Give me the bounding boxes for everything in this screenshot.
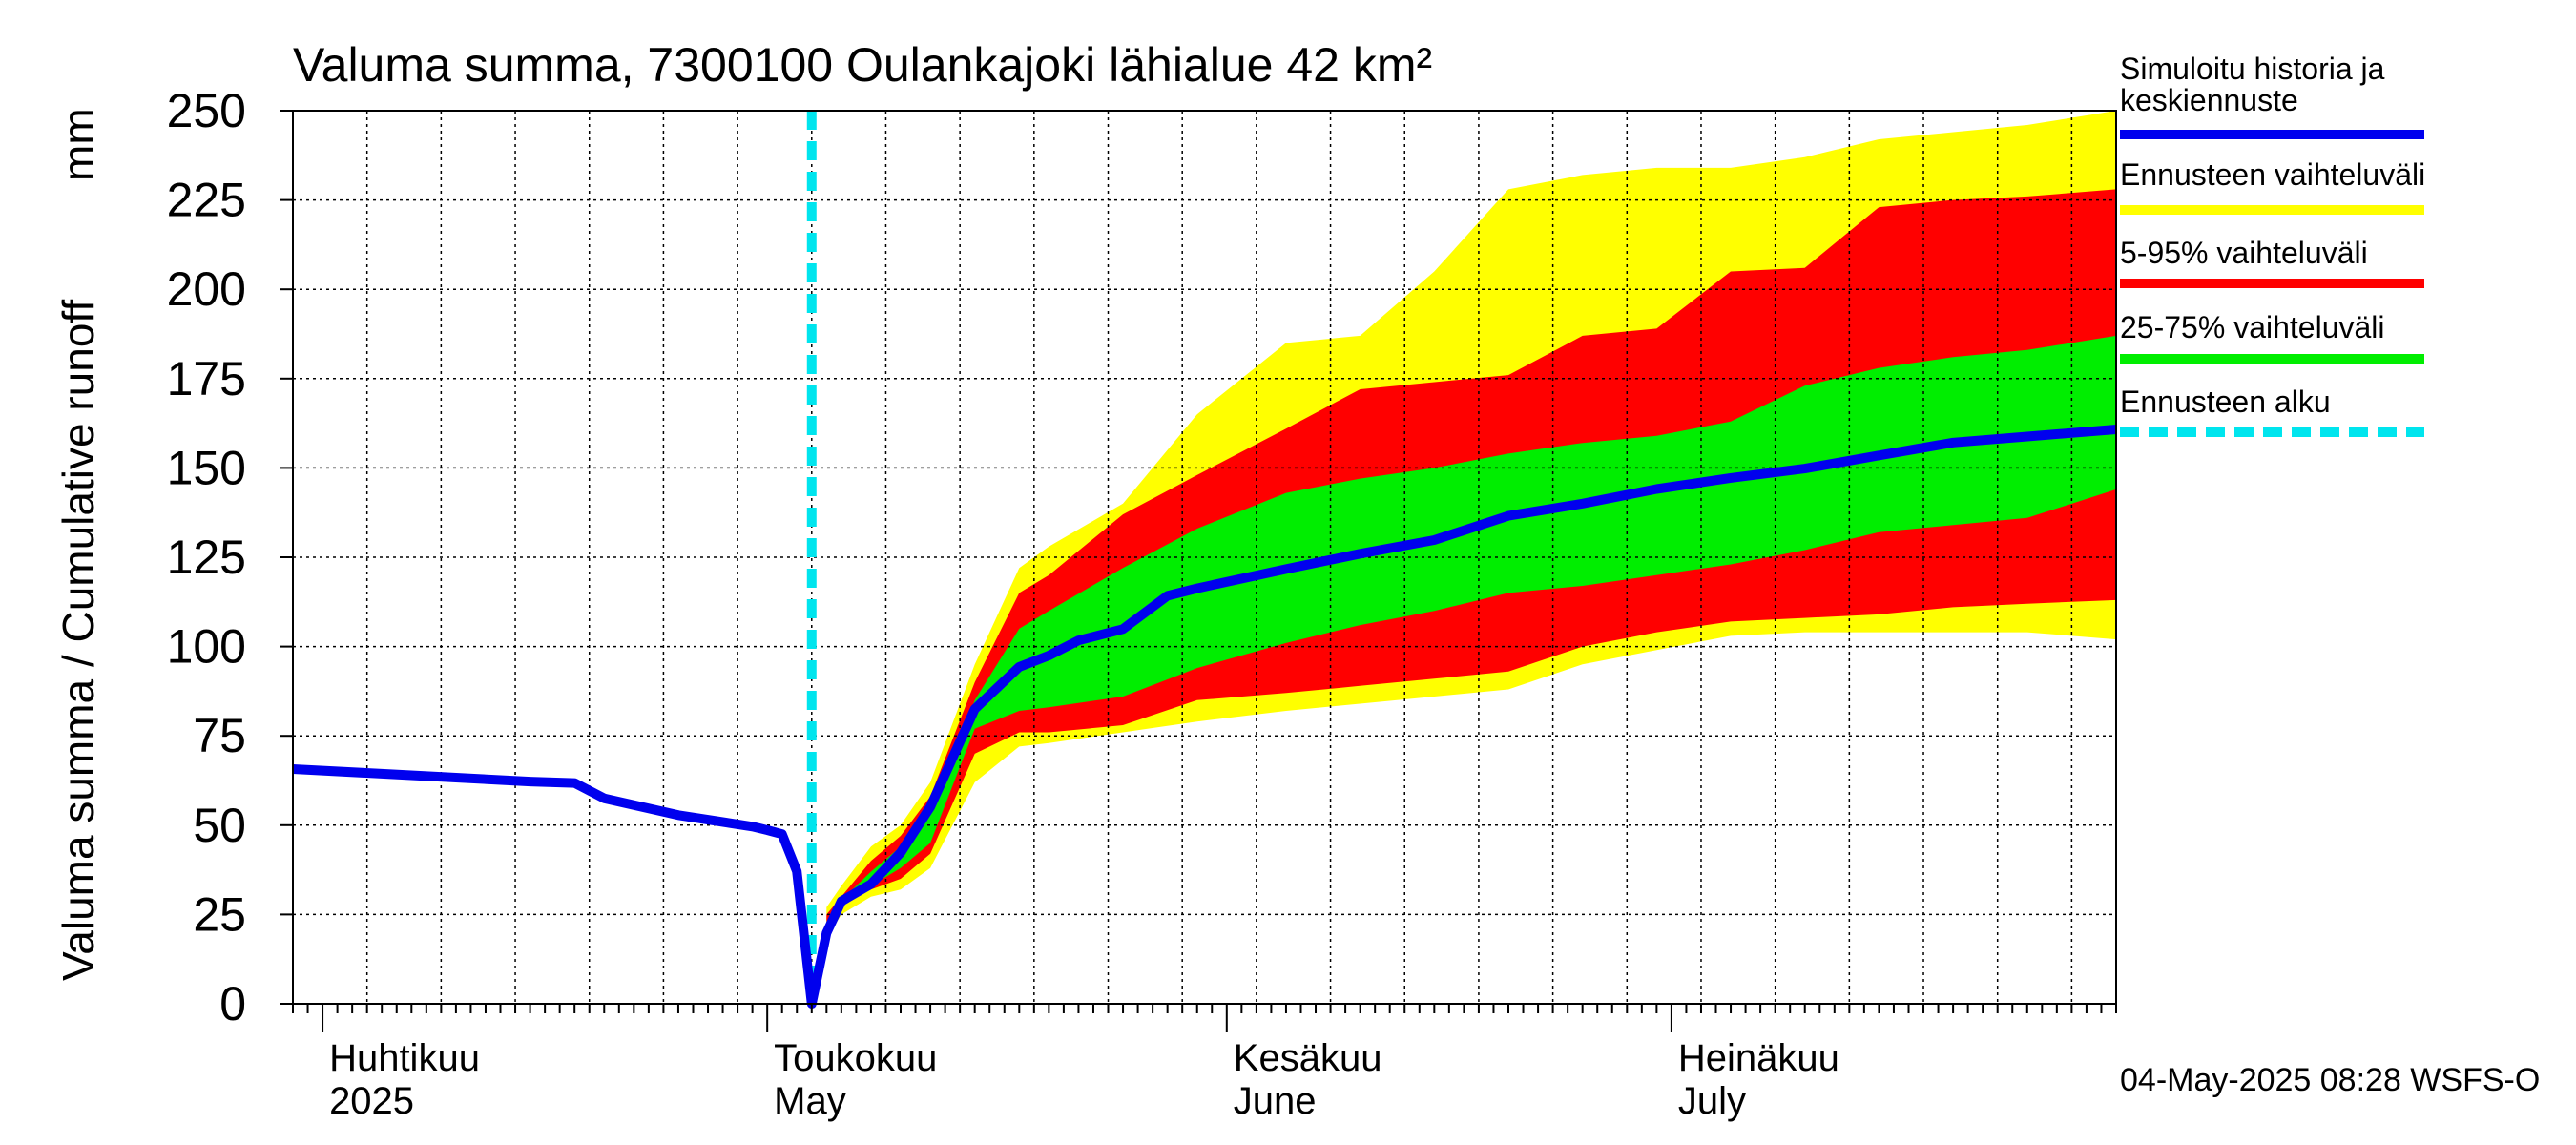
x-month-label: Kesäkuu <box>1234 1037 1382 1079</box>
chart-title: Valuma summa, 7300100 Oulankajoki lähial… <box>293 38 1432 92</box>
legend-label-range_5_95: 5-95% vaihteluväli <box>2120 236 2368 270</box>
footer-timestamp: 04-May-2025 08:28 WSFS-O <box>2120 1062 2540 1098</box>
y-tick-label: 125 <box>167 531 246 584</box>
x-month-sublabel: July <box>1678 1080 1746 1122</box>
band-range_25_75 <box>826 335 2116 929</box>
legend-label-range_25_75: 25-75% vaihteluväli <box>2120 310 2385 344</box>
x-month-sublabel: May <box>774 1080 846 1122</box>
x-month-label: Toukokuu <box>774 1037 937 1079</box>
x-month-label: Huhtikuu <box>329 1037 480 1079</box>
y-axis-unit: mm <box>53 108 103 181</box>
y-tick-label: 50 <box>193 799 246 852</box>
legend-label-forecast_start: Ennusteen alku <box>2120 385 2331 419</box>
y-tick-label: 25 <box>193 887 246 941</box>
y-tick-label: 100 <box>167 620 246 674</box>
y-tick-label: 250 <box>167 84 246 137</box>
legend-label-history: Simuloitu historia ja <box>2120 52 2385 86</box>
x-month-label: Heinäkuu <box>1678 1037 1839 1079</box>
x-month-sublabel: 2025 <box>329 1080 414 1122</box>
y-tick-label: 200 <box>167 262 246 316</box>
legend-label-history-line2: keskiennuste <box>2120 83 2298 117</box>
y-axis-ticks: 0 25 50 75 100 125 150 175 200 225 250 <box>167 84 293 1030</box>
y-tick-label: 175 <box>167 352 246 406</box>
grid-lines <box>292 111 2116 1004</box>
y-tick-label: 225 <box>167 174 246 227</box>
y-axis-label: Valuma summa / Cumulative runoff <box>53 300 103 981</box>
y-tick-label: 150 <box>167 441 246 494</box>
y-tick-label: 0 <box>219 977 246 1030</box>
legend-label-range_full: Ennusteen vaihteluväli <box>2120 157 2425 192</box>
x-month-sublabel: June <box>1234 1080 1317 1122</box>
y-tick-label: 75 <box>193 709 246 762</box>
series-line-history <box>292 425 2117 1009</box>
